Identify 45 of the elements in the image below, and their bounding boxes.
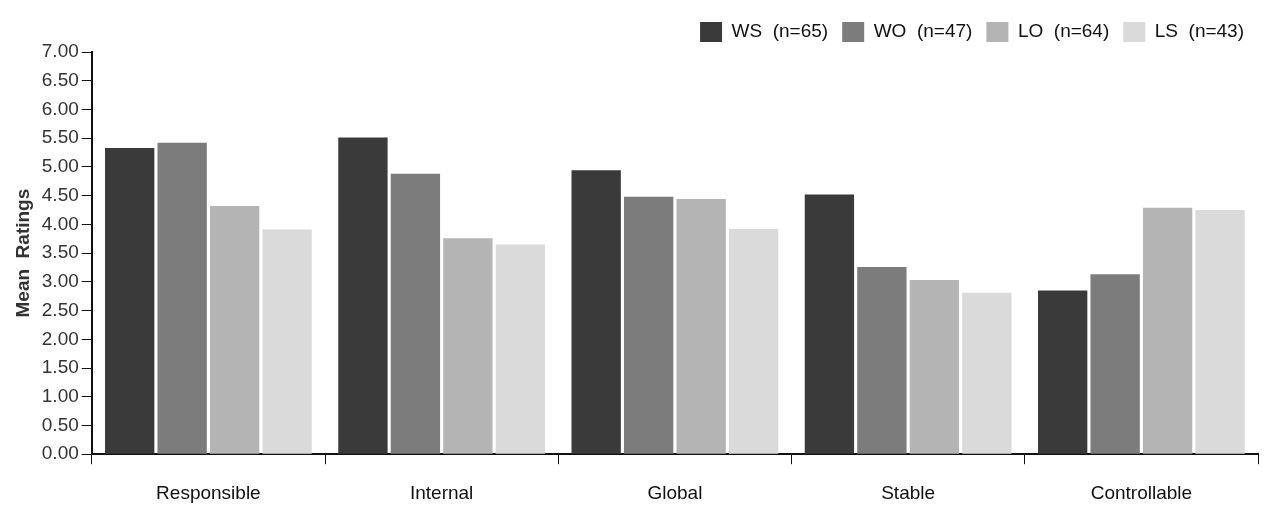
bar — [495, 244, 546, 454]
bar — [443, 238, 493, 454]
bar — [804, 194, 855, 454]
bar — [338, 137, 388, 454]
legend-label: WO (n=47) — [873, 20, 973, 42]
y-tick-label: 3.50 — [41, 241, 79, 263]
y-tick-label: 6.50 — [41, 68, 79, 90]
bar — [390, 173, 441, 454]
bar — [962, 292, 1012, 454]
x-tick-label: Global — [647, 481, 703, 503]
bar — [1090, 274, 1140, 454]
bar — [857, 266, 907, 454]
bar — [623, 196, 674, 454]
y-tick-label: 4.00 — [41, 212, 79, 234]
bar — [571, 170, 621, 454]
y-tick-label: 0.50 — [41, 413, 79, 435]
bar — [262, 229, 312, 454]
bar — [728, 228, 779, 454]
bar — [676, 199, 726, 454]
bar — [909, 280, 960, 454]
y-tick-label: 5.00 — [41, 155, 79, 177]
y-axis-title: Mean Ratings — [11, 188, 33, 318]
y-tick-label: 6.00 — [41, 97, 79, 119]
y-tick-label: 2.00 — [41, 327, 79, 349]
x-tick-label: Responsible — [156, 481, 261, 503]
y-tick-label: 0.00 — [41, 442, 79, 464]
x-tick-label: Controllable — [1090, 481, 1193, 503]
y-tick-label: 4.50 — [41, 183, 79, 205]
bar — [209, 205, 260, 454]
y-tick-label: 5.50 — [41, 126, 79, 148]
y-tick-label: 3.00 — [41, 270, 79, 292]
legend-label: LS (n=43) — [1154, 20, 1244, 42]
y-tick-label: 1.50 — [41, 356, 79, 378]
bar — [157, 142, 207, 454]
x-tick-label: Stable — [881, 481, 936, 503]
bar — [1142, 207, 1193, 454]
bar — [1037, 290, 1088, 454]
legend-label: LO (n=64) — [1017, 20, 1110, 42]
x-tick-label: Internal — [409, 481, 474, 503]
y-tick-label: 7.00 — [41, 40, 79, 62]
y-tick-label: 1.00 — [41, 384, 79, 406]
legend-label: WS (n=65) — [731, 20, 829, 42]
bar — [1195, 210, 1245, 454]
y-tick-label: 2.50 — [41, 298, 79, 320]
bar — [105, 147, 155, 454]
